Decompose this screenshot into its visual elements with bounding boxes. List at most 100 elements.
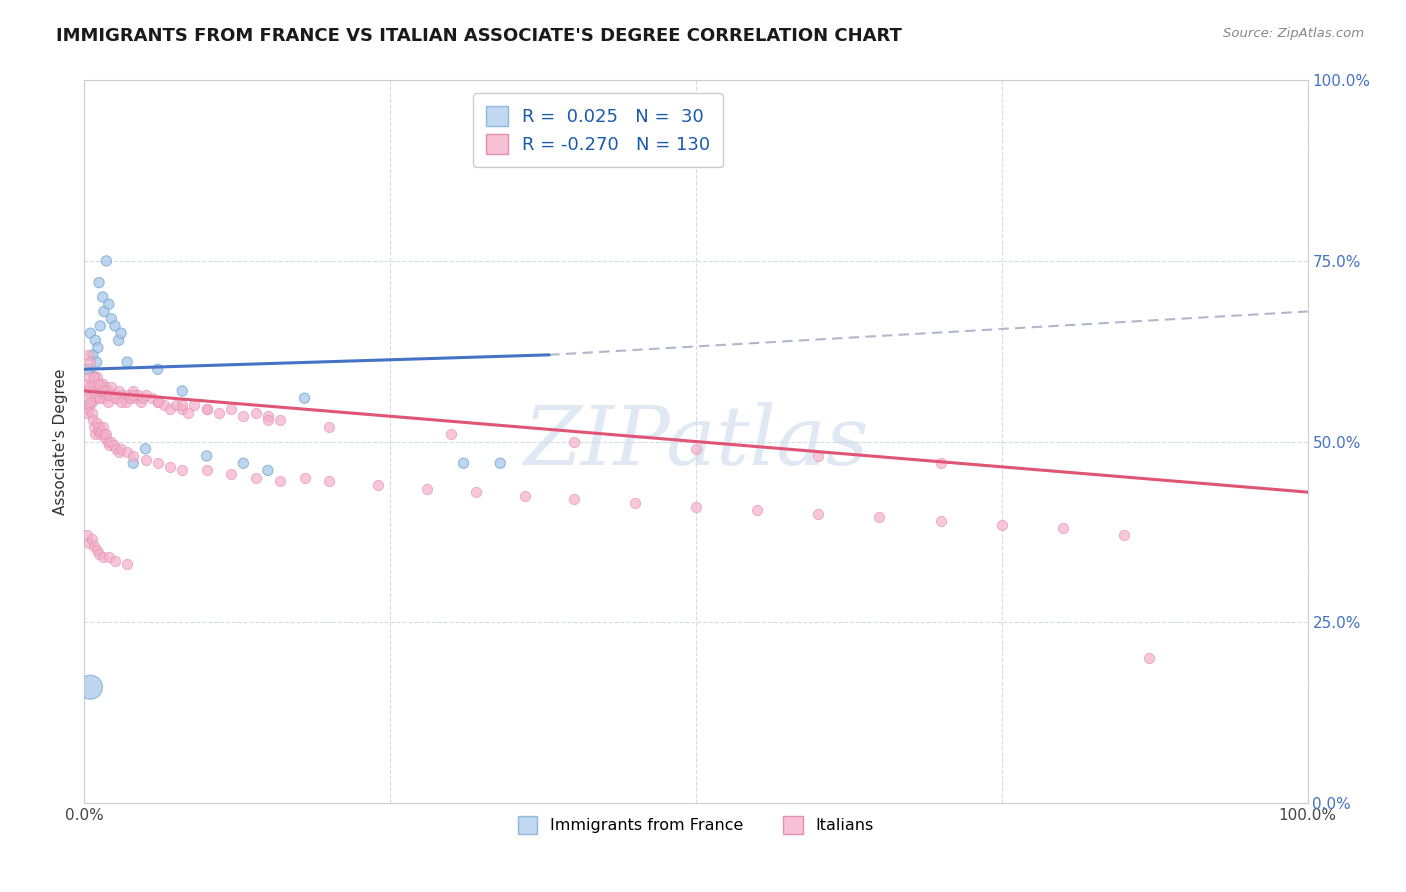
Point xyxy=(129,394,152,409)
Point xyxy=(89,391,111,405)
Point xyxy=(79,326,101,340)
Point xyxy=(84,334,107,348)
Point xyxy=(87,341,110,355)
Point xyxy=(245,470,267,484)
Point xyxy=(177,406,200,420)
Point xyxy=(84,391,107,405)
Point xyxy=(257,463,280,477)
Point xyxy=(318,475,340,489)
Point xyxy=(117,387,139,401)
Point xyxy=(107,334,129,348)
Point xyxy=(87,420,110,434)
Point xyxy=(153,398,176,412)
Point xyxy=(79,680,101,694)
Point xyxy=(135,442,157,456)
Point xyxy=(100,311,122,326)
Point xyxy=(100,380,122,394)
Point xyxy=(120,391,142,405)
Point xyxy=(869,510,891,524)
Point xyxy=(318,420,340,434)
Point xyxy=(172,463,194,477)
Point xyxy=(77,362,100,376)
Point xyxy=(77,369,100,384)
Point xyxy=(103,438,125,452)
Point xyxy=(110,394,132,409)
Point xyxy=(1114,528,1136,542)
Point xyxy=(125,391,148,405)
Point xyxy=(115,558,138,572)
Point xyxy=(103,387,125,401)
Point xyxy=(110,442,132,456)
Point xyxy=(122,384,145,398)
Text: ZIPatlas: ZIPatlas xyxy=(523,401,869,482)
Point xyxy=(165,398,187,412)
Point xyxy=(110,387,132,401)
Point xyxy=(929,456,952,470)
Point xyxy=(195,449,218,463)
Point xyxy=(257,409,280,424)
Point xyxy=(77,398,100,412)
Point xyxy=(172,384,194,398)
Point xyxy=(172,398,194,412)
Point xyxy=(86,542,108,557)
Point xyxy=(104,554,127,568)
Point xyxy=(96,387,118,401)
Point xyxy=(76,528,98,542)
Point xyxy=(146,362,169,376)
Point xyxy=(83,420,105,434)
Point xyxy=(489,456,512,470)
Point xyxy=(107,384,129,398)
Point xyxy=(122,456,145,470)
Point xyxy=(747,503,769,517)
Point xyxy=(89,318,111,333)
Point xyxy=(83,369,105,384)
Point xyxy=(90,384,112,398)
Point xyxy=(929,514,952,528)
Point xyxy=(1052,521,1074,535)
Point xyxy=(115,355,138,369)
Point xyxy=(538,124,561,138)
Point xyxy=(77,348,100,362)
Point xyxy=(93,304,115,318)
Point xyxy=(97,394,120,409)
Text: IMMIGRANTS FROM FRANCE VS ITALIAN ASSOCIATE'S DEGREE CORRELATION CHART: IMMIGRANTS FROM FRANCE VS ITALIAN ASSOCI… xyxy=(56,27,903,45)
Point xyxy=(685,442,707,456)
Point xyxy=(80,406,103,420)
Point xyxy=(87,547,110,561)
Point xyxy=(159,459,181,474)
Point xyxy=(219,467,242,481)
Point xyxy=(513,489,536,503)
Point xyxy=(105,442,128,456)
Point xyxy=(97,434,120,449)
Point xyxy=(87,376,110,391)
Point xyxy=(100,434,122,449)
Point xyxy=(159,402,181,417)
Point xyxy=(97,438,120,452)
Point xyxy=(93,391,115,405)
Point xyxy=(172,402,194,417)
Point xyxy=(90,424,112,438)
Point xyxy=(195,463,218,477)
Point xyxy=(110,326,132,340)
Point xyxy=(685,500,707,514)
Point xyxy=(87,276,110,290)
Point xyxy=(84,427,107,442)
Point xyxy=(89,427,111,442)
Point xyxy=(146,456,169,470)
Point xyxy=(86,355,108,369)
Point xyxy=(624,496,647,510)
Point xyxy=(440,427,463,442)
Point xyxy=(83,369,105,384)
Point xyxy=(132,391,155,405)
Point xyxy=(453,456,475,470)
Point xyxy=(82,348,104,362)
Point xyxy=(183,398,205,412)
Point xyxy=(105,391,128,405)
Point xyxy=(195,402,218,417)
Point xyxy=(76,406,98,420)
Point xyxy=(91,550,114,565)
Point xyxy=(77,535,100,549)
Point xyxy=(269,475,291,489)
Point xyxy=(294,391,316,405)
Point xyxy=(80,532,103,546)
